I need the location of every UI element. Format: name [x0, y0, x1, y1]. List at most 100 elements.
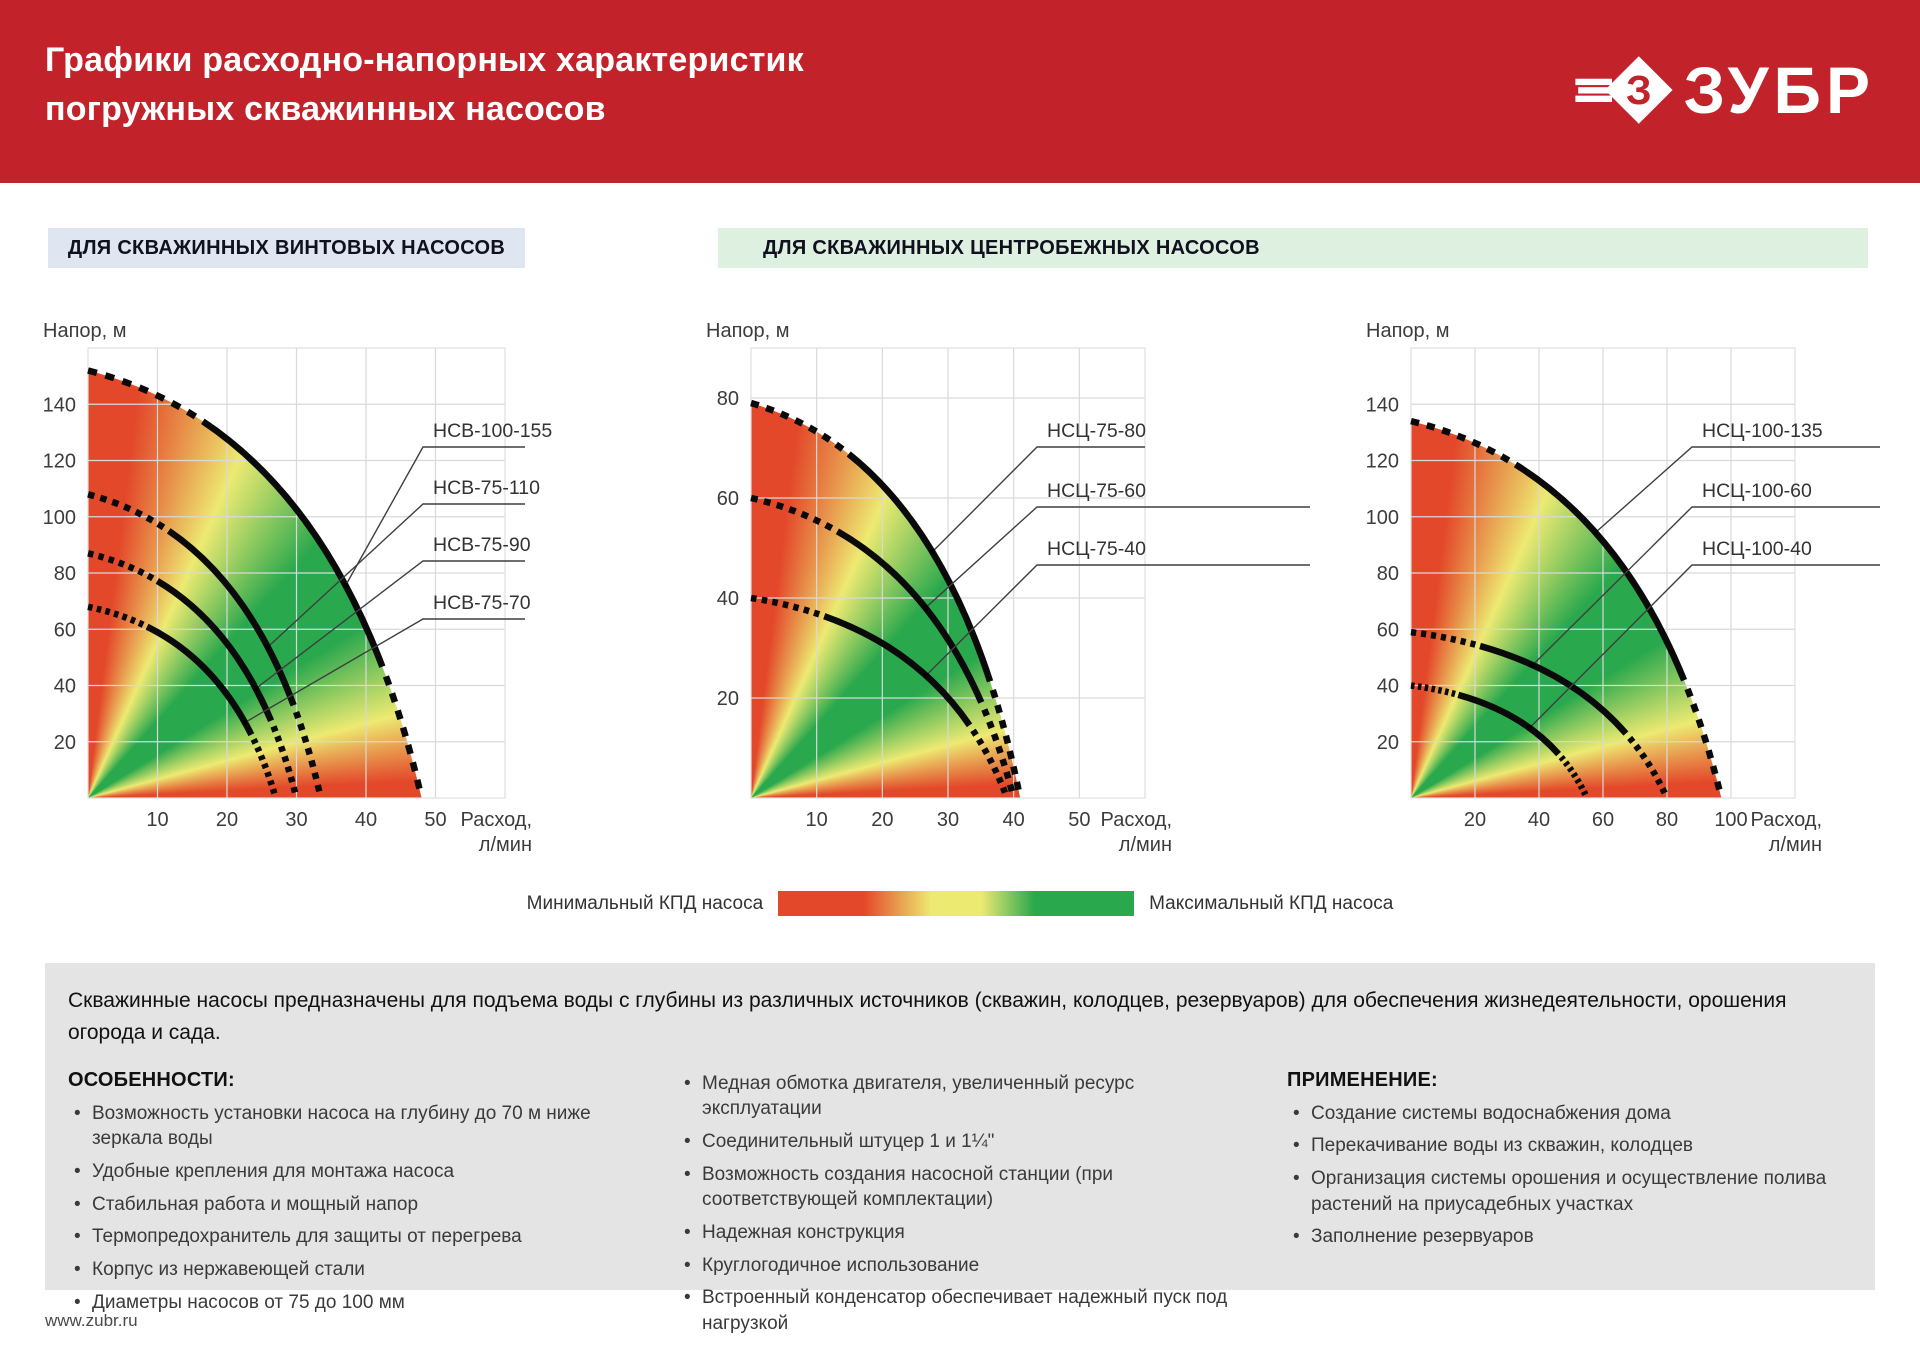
x-tick-label: 40	[1003, 809, 1025, 831]
curve-leader-line	[1595, 446, 1880, 534]
curve-label: НСЦ-100-60	[1702, 480, 1812, 502]
features-title: ОСОБЕННОСТИ:	[68, 1068, 235, 1091]
list-item: Возможность создания насосной станции (п…	[678, 1162, 1233, 1213]
list-item: Встроенный конденсатор обеспечивает наде…	[678, 1285, 1233, 1336]
curve-leader-line	[931, 446, 1145, 553]
list-item: Диаметры насосов от 75 до 100 мм	[68, 1290, 623, 1316]
x-tick-label: 50	[424, 809, 446, 831]
gridlines	[88, 348, 505, 798]
curve-leader-dot	[1527, 725, 1533, 731]
pump-curve-НСВ-75-90	[87, 550, 300, 799]
y-tick-label: 80	[54, 563, 76, 585]
plot-border	[750, 347, 1146, 799]
legend-max-label: Максимальный КПД насоса	[1149, 892, 1394, 914]
page-title-line1: Графики расходно-напорных характеристик	[45, 41, 804, 79]
y-tick-label: 60	[1377, 619, 1399, 641]
curve-leader-line	[1529, 564, 1880, 729]
x-tick-label: 100	[1714, 809, 1747, 831]
curve-leader-dot	[929, 549, 935, 555]
section-label: ДЛЯ СКВАЖИННЫХ ЦЕНТРОБЕЖНЫХ НАСОСОВ	[763, 236, 1260, 259]
curve-leader-line	[244, 618, 525, 724]
x-tick-label: 10	[146, 809, 168, 831]
x-tick-label: 20	[871, 809, 893, 831]
chart-canvas: 10 20 30 40 50 20 40 60 80 100 120 140 Расход, л/мин Н…	[43, 347, 552, 856]
info-box: Скважинные насосы предназначены для подъ…	[45, 963, 1875, 1334]
y-tick-label: 100	[43, 507, 76, 529]
pump-curve-НСЦ-100-135	[1410, 417, 1725, 799]
chart-centrifugal-100-pumps: Напор, м 20 40 60 80 100 20 40 60 80 100 120 140 Рас…	[1366, 320, 1920, 890]
y-tick-label: 100	[1366, 507, 1399, 529]
curve-leader-dot	[253, 686, 259, 692]
x-tick-label: 20	[216, 809, 238, 831]
pump-curve-НСЦ-75-40	[750, 594, 1011, 800]
brand-name: ЗУБР	[1683, 53, 1875, 127]
y-tick-label: 80	[717, 388, 739, 410]
list-item: Заполнение резервуаров	[1287, 1224, 1842, 1250]
curve-leader-dot	[242, 720, 248, 726]
x-axis-title: Расход,	[1751, 809, 1822, 831]
curve-label: НСЦ-75-80	[1047, 420, 1146, 442]
x-tick-label: 40	[355, 809, 377, 831]
zubr-diamond-icon: З	[1575, 56, 1673, 124]
chart-centrifugal-75-pumps: Напор, м 10 20 30 40 50 20 40 60 80 Расход, л/мин Н…	[706, 320, 1366, 890]
x-tick-label: 80	[1656, 809, 1678, 831]
y-tick-label: 20	[54, 732, 76, 754]
y-tick-label: 80	[1377, 563, 1399, 585]
legend-min-label: Минимальный КПД насоса	[526, 892, 764, 914]
x-tick-label: 40	[1528, 809, 1550, 831]
y-tick-label: 60	[54, 619, 76, 641]
x-tick-label: 30	[937, 809, 959, 831]
pump-curve-НСЦ-75-60	[750, 494, 1017, 799]
features-column: ОСОБЕННОСТИ: Возможность установки насос…	[68, 1069, 678, 1344]
curve-leader-dot	[343, 582, 349, 588]
curve-leader-dot	[1530, 662, 1536, 668]
list-item: Перекачивание воды из скважин, колодцев	[1287, 1133, 1842, 1159]
curve-label: НСВ-75-70	[433, 592, 531, 614]
section-header-centrifugal-pumps: ДЛЯ СКВАЖИННЫХ ЦЕНТРОБЕЖНЫХ НАСОСОВ	[718, 228, 1868, 268]
y-tick-label: 140	[1366, 394, 1399, 416]
list-item: Удобные крепления для монтажа насоса	[68, 1159, 623, 1185]
plot-border	[87, 347, 506, 799]
features-list: Возможность установки насоса на глубину …	[68, 1101, 678, 1315]
y-tick-label: 40	[1377, 676, 1399, 698]
curve-leader-line	[925, 564, 1310, 676]
features2-list: Медная обмотка двигателя, увеличенный ре…	[678, 1071, 1287, 1337]
brand-logo: З ЗУБР	[1574, 40, 1875, 140]
axis-tick-labels: 20 40 60 80 100 20 40 60 80 100 120 140 Расход, л/мин	[1366, 394, 1822, 856]
curve-leader-dot	[923, 673, 929, 679]
list-item: Организация системы орошения и осуществл…	[1287, 1166, 1842, 1217]
y-axis-title: Напор, м	[706, 320, 790, 342]
curve-leader-line	[1532, 506, 1880, 666]
curve-label: НСЦ-75-40	[1047, 538, 1146, 560]
site-url: www.zubr.ru	[45, 1311, 138, 1330]
list-item: Надежная конструкция	[678, 1220, 1233, 1246]
section-label: ДЛЯ СКВАЖИННЫХ ВИНТОВЫХ НАСОСОВ	[67, 236, 506, 259]
intro-paragraph: Скважинные насосы предназначены для подъ…	[68, 989, 1787, 1044]
x-axis-title: Расход,	[1101, 809, 1172, 831]
applications-column: ПРИМЕНЕНИЕ: Создание системы водоснабжен…	[1287, 1069, 1851, 1344]
curve-label: НСВ-75-90	[433, 534, 531, 556]
chart-canvas: 20 40 60 80 100 20 40 60 80 100 120 140 Расход, л/мин…	[1366, 347, 1880, 856]
applications-title: ПРИМЕНЕНИЕ:	[1287, 1068, 1438, 1091]
header-banner: Графики расходно-напорных характеристик …	[0, 0, 1920, 183]
list-item: Корпус из нержавеющей стали	[68, 1257, 623, 1283]
svg-text:З: З	[1626, 67, 1652, 113]
list-item: Круглогодичное использование	[678, 1253, 1233, 1279]
y-tick-label: 20	[1377, 732, 1399, 754]
curve-label: НСВ-100-155	[433, 420, 552, 442]
x-tick-label: 30	[285, 809, 307, 831]
pump-curve-НСЦ-100-40	[1410, 682, 1590, 800]
y-tick-label: 120	[43, 451, 76, 473]
list-item: Создание системы водоснабжения дома	[1287, 1101, 1842, 1127]
curve-label: НСЦ-100-40	[1702, 538, 1812, 560]
x-tick-label: 10	[806, 809, 828, 831]
y-axis-title: Напор, м	[43, 320, 127, 342]
list-item: Медная обмотка двигателя, увеличенный ре…	[678, 1071, 1233, 1122]
features2-column: Медная обмотка двигателя, увеличенный ре…	[678, 1069, 1287, 1344]
page-title-line2: погружных скважинных насосов	[45, 90, 606, 129]
x-tick-label: 20	[1464, 809, 1486, 831]
plot-border	[1410, 347, 1796, 799]
y-tick-label: 60	[717, 488, 739, 510]
y-tick-label: 40	[54, 676, 76, 698]
y-tick-label: 20	[717, 688, 739, 710]
